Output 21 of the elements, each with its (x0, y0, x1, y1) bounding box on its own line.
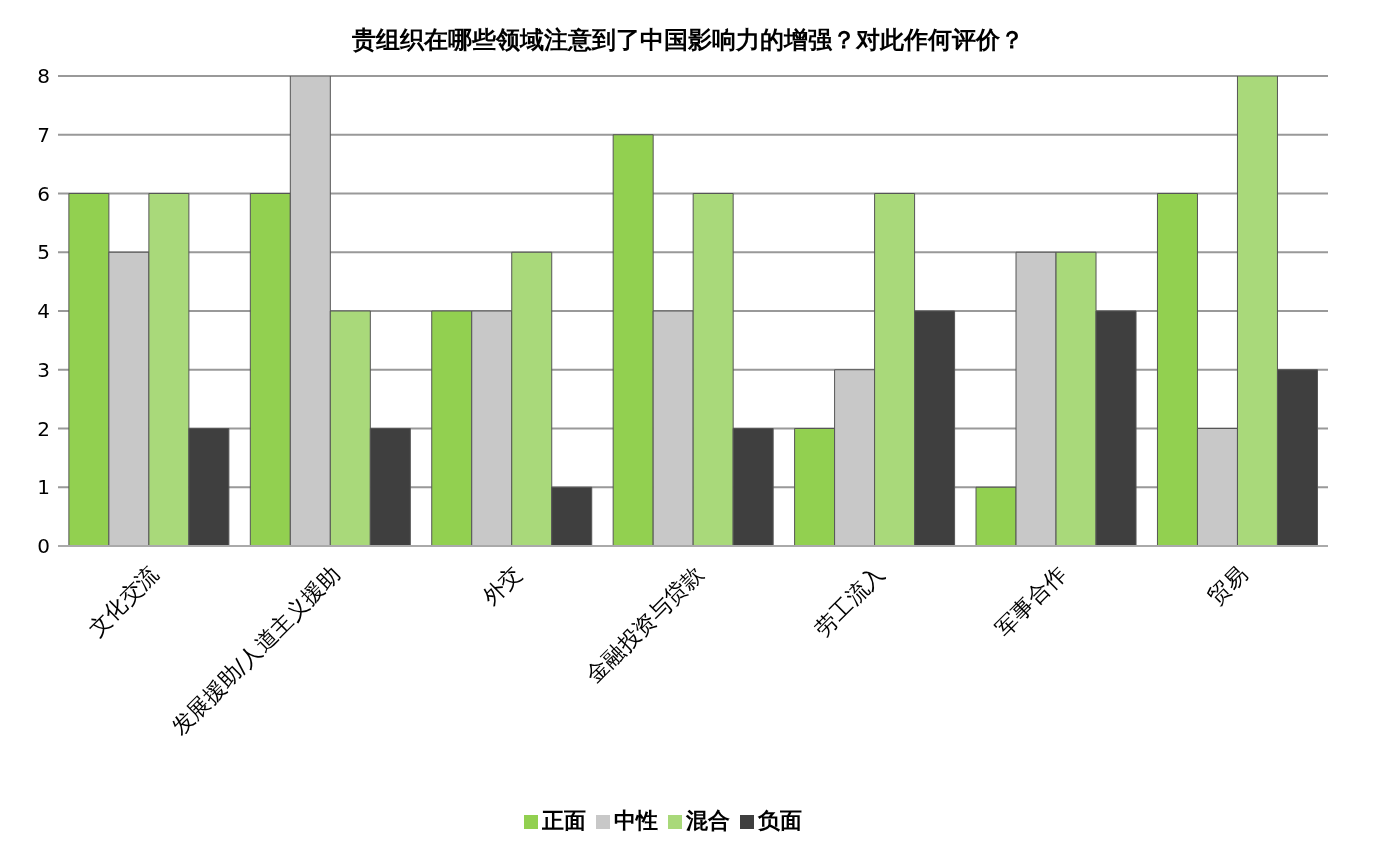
y-tick-label: 8 (37, 64, 50, 89)
y-tick-label: 6 (37, 181, 50, 206)
x-tick-label: 贸易 (1203, 561, 1253, 610)
legend-label: 正面 (542, 808, 586, 833)
y-tick-label: 3 (37, 357, 50, 382)
x-tick-label: 外交 (477, 561, 527, 610)
y-tick-label: 1 (37, 475, 50, 500)
x-tick-label: 劳工流入 (809, 561, 890, 642)
y-tick-label: 4 (37, 299, 50, 324)
legend-label: 负面 (758, 808, 802, 833)
legend-label: 中性 (614, 808, 658, 833)
y-tick-label: 5 (37, 240, 50, 265)
y-tick-label: 7 (37, 122, 50, 147)
x-tick-label: 发展援助/人道主义援助 (166, 561, 345, 740)
legend-label: 混合 (686, 808, 730, 833)
chart-title: 贵组织在哪些领域注意到了中国影响力的增强？对此作何评价？ (351, 25, 1025, 56)
y-tick-label: 0 (37, 534, 50, 559)
y-tick-label: 2 (37, 416, 50, 441)
x-tick-label: 军事合作 (990, 561, 1071, 642)
x-tick-label: 金融投资与贷款 (581, 561, 708, 688)
x-tick-label: 文化交流 (83, 561, 164, 642)
